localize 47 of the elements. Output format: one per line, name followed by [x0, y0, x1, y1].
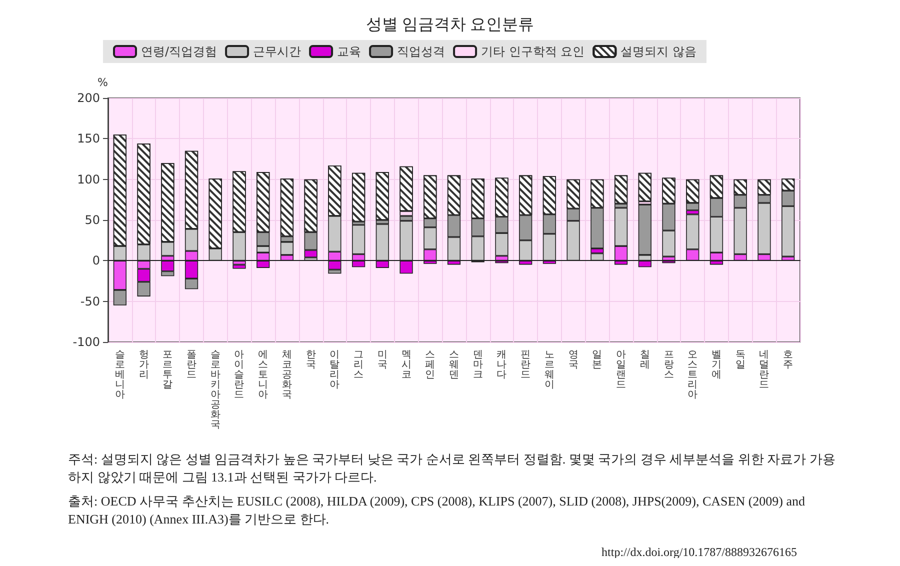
x-tick-label: 덴마크 — [472, 350, 483, 380]
x-tick-label: 오스트리아 — [688, 350, 698, 400]
legend-label: 설명되지 않음 — [620, 44, 696, 58]
x-tick-label: 아이슬란드 — [234, 350, 244, 400]
x-tick-label: 스웨덴 — [449, 350, 459, 380]
legend-label: 교육 — [337, 44, 362, 58]
x-tick-label: 멕시코 — [401, 350, 412, 380]
x-tick-label: 칠레 — [640, 350, 650, 370]
x-tick-label: 미국 — [377, 350, 388, 370]
source-note: 출처: OECD 사무국 추산치는 EUSILC (2008), HILDA (2009), CPS (2008), KLIPS (2007), SLID (2008), JHPS(2009), CASEN (2009) and ENIGH (2010) (Annex III.A3)를 기반으로 한다. — [68, 494, 808, 526]
legend-label: 기타 인구학적 요인 — [481, 44, 585, 58]
x-tick-label: 체코공화국 — [282, 350, 292, 400]
x-tick-label: 에스토니아 — [258, 350, 268, 400]
legend-label: 직업성격 — [397, 44, 446, 58]
x-tick-label: 이탈리아 — [330, 350, 340, 390]
x-tick-label: 독일 — [735, 350, 746, 370]
legend-label: 근무시간 — [253, 44, 302, 58]
bar — [232, 264, 246, 269]
x-tick-label: 폴란드 — [186, 350, 197, 380]
x-tick-label: 핀란드 — [520, 350, 531, 380]
x-tick-label: 벨기에 — [711, 350, 722, 380]
x-tick-label: 그리스 — [354, 350, 364, 380]
x-tick-label: 슬로베니아 — [114, 350, 125, 400]
y-tick-label: -100 — [72, 335, 100, 349]
x-tick-label: 노르웨이 — [544, 350, 554, 390]
x-tick-label: 한국 — [306, 350, 316, 370]
y-tick-label: 200 — [77, 91, 100, 105]
text: 주석: 설명되지 않은 성별 임금격차가 높은 국가부터 낮은 국가 순서로 왼쪽부터 정렬함. 몇몇 국가의 경우 세부분석을 위한 자료가 가용하지 않았기 때문에 그림 13.1과 선택된 국가가 다르다. — [68, 452, 836, 484]
y-tick-label: 150 — [77, 132, 100, 146]
y-tick-label: 0 — [92, 254, 100, 268]
y-axis-title: % — [98, 76, 108, 89]
x-tick-label: 영국 — [568, 350, 578, 370]
x-tick-label: 일본 — [592, 350, 602, 370]
y-tick-label: -50 — [80, 294, 100, 308]
x-tick-label: 포르투갈 — [162, 350, 173, 390]
y-tick-label: 100 — [77, 172, 100, 186]
x-tick-label: 네덜란드 — [759, 350, 770, 390]
x-tick-label: 아일랜드 — [616, 350, 626, 390]
chart-title: 성별 임금격차 요인분류 — [366, 16, 534, 34]
x-tick-label: 캐나다 — [496, 350, 507, 380]
x-tick-label: 헝가리 — [138, 350, 149, 380]
y-tick-label: 50 — [84, 213, 100, 227]
x-tick-label: 슬로바키아공화국 — [210, 350, 220, 430]
x-tick-label: 호주 — [783, 350, 794, 370]
legend-label: 연령/직업경험 — [141, 44, 218, 58]
x-tick-label: 프랑스 — [664, 350, 674, 380]
x-tick-label: 스페인 — [425, 350, 436, 380]
